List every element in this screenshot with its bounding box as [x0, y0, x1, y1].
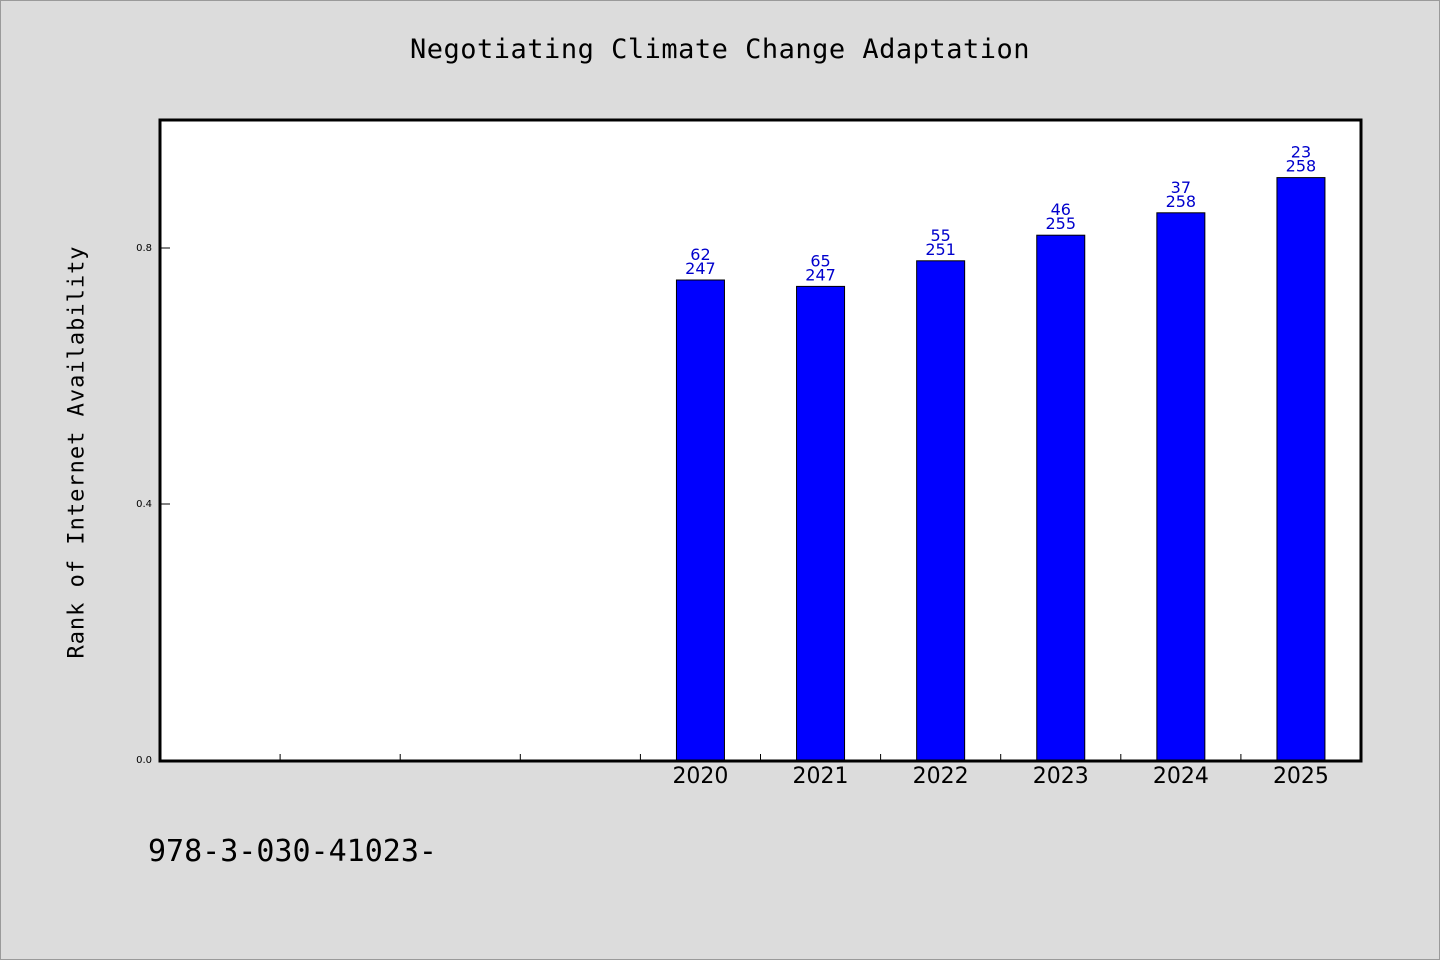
x-tick-label-2020: 2020 — [672, 764, 728, 789]
chart-title: Negotiating Climate Change Adaptation — [410, 34, 1030, 65]
bar-label-top-2022: 55 — [930, 226, 950, 245]
bar-label-top-2021: 65 — [810, 251, 830, 270]
bar-label-top-2024: 37 — [1171, 178, 1191, 197]
bar-label-top-2020: 62 — [690, 245, 710, 264]
x-tick-label-2023: 2023 — [1033, 764, 1089, 789]
footer-code: 978-3-030-41023- — [148, 834, 437, 869]
bar-label-top-2025: 23 — [1291, 143, 1311, 162]
x-tick-label-2024: 2024 — [1153, 764, 1209, 789]
bar-2022 — [916, 260, 966, 761]
y-tick-label: 0.4 — [136, 499, 152, 510]
y-tick-label: 0.8 — [136, 243, 152, 254]
x-ticks-group — [279, 754, 1242, 760]
bar-label-bottom-2025: 258 — [1286, 157, 1317, 176]
x-tick-label-2021: 2021 — [793, 764, 849, 789]
x-tick-labels-group: 2020 2021 2022 2023 2024 2025 — [672, 764, 1328, 789]
bar-2020 — [675, 279, 725, 761]
x-tick-label-2022: 2022 — [913, 764, 969, 789]
x-tick-label-2025: 2025 — [1273, 764, 1329, 789]
bar-label-top-2023: 46 — [1051, 200, 1071, 219]
bar-label-bottom-2021: 247 — [805, 265, 836, 284]
bar-label-bottom-2023: 255 — [1045, 214, 1076, 233]
bar-2024 — [1156, 212, 1206, 761]
bar-2021 — [796, 285, 846, 761]
y-tick-label: 0.0 — [136, 755, 152, 766]
bar-label-bottom-2022: 251 — [925, 240, 956, 259]
bars-group — [675, 177, 1326, 761]
bar-2025 — [1276, 177, 1326, 761]
bar-label-bottom-2024: 258 — [1166, 192, 1197, 211]
plot-border — [158, 118, 1363, 763]
bar-2023 — [1036, 234, 1086, 761]
bar-label-bottom-2020: 247 — [685, 259, 716, 278]
